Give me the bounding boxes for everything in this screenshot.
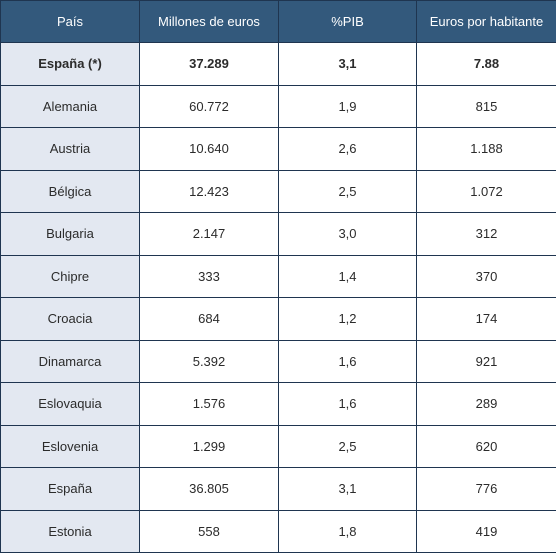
value-cell: 1,8 (278, 509, 417, 553)
country-cell: Chipre (0, 254, 140, 298)
table-row: Croacia 684 1,2 174 (0, 297, 556, 341)
table-row: Dinamarca 5.392 1,6 921 (0, 339, 556, 383)
value-cell: 1,4 (278, 254, 417, 298)
table-row: Austria 10.640 2,6 1.188 (0, 127, 556, 171)
header-cell: Millones de euros (139, 0, 279, 43)
country-cell: Bélgica (0, 169, 140, 213)
header-cell: Euros por habitante (416, 0, 556, 43)
value-cell: 37.289 (139, 42, 279, 86)
country-cell: Croacia (0, 297, 140, 341)
country-cell: Estonia (0, 509, 140, 553)
value-cell: 370 (416, 254, 556, 298)
value-cell: 921 (416, 339, 556, 383)
value-cell: 7.88 (416, 42, 556, 86)
country-cell: España (*) (0, 42, 140, 86)
table-row: Bélgica 12.423 2,5 1.072 (0, 169, 556, 213)
value-cell: 1.072 (416, 169, 556, 213)
value-cell: 2,6 (278, 127, 417, 171)
value-cell: 815 (416, 84, 556, 128)
country-cell: Austria (0, 127, 140, 171)
value-cell: 36.805 (139, 467, 279, 511)
country-cell: Eslovaquia (0, 382, 140, 426)
value-cell: 12.423 (139, 169, 279, 213)
value-cell: 1.299 (139, 424, 279, 468)
value-cell: 684 (139, 297, 279, 341)
value-cell: 1,9 (278, 84, 417, 128)
value-cell: 1.576 (139, 382, 279, 426)
value-cell: 1.188 (416, 127, 556, 171)
value-cell: 419 (416, 509, 556, 553)
table-body: España (*) 37.289 3,1 7.88 Alemania 60.772 1,9… (0, 42, 556, 553)
value-cell: 289 (416, 382, 556, 426)
value-cell: 2,5 (278, 424, 417, 468)
country-cell: Alemania (0, 84, 140, 128)
table-row: Alemania 60.772 1,9 815 (0, 84, 556, 128)
value-cell: 60.772 (139, 84, 279, 128)
table-row: Bulgaria 2.147 3,0 312 (0, 212, 556, 256)
value-cell: 2,5 (278, 169, 417, 213)
value-cell: 312 (416, 212, 556, 256)
header-row: País Millones de euros %PIB Euros por habit… (0, 0, 556, 43)
country-cell: Bulgaria (0, 212, 140, 256)
value-cell: 620 (416, 424, 556, 468)
value-cell: 333 (139, 254, 279, 298)
value-cell: 3,0 (278, 212, 417, 256)
value-cell: 558 (139, 509, 279, 553)
country-cell: Eslovenia (0, 424, 140, 468)
country-cell: España (0, 467, 140, 511)
value-cell: 5.392 (139, 339, 279, 383)
table-row: Chipre 333 1,4 370 (0, 254, 556, 298)
table-row: Eslovaquia 1.576 1,6 289 (0, 382, 556, 426)
value-cell: 776 (416, 467, 556, 511)
country-cell: Dinamarca (0, 339, 140, 383)
table-row: España 36.805 3,1 776 (0, 467, 556, 511)
value-cell: 3,1 (278, 467, 417, 511)
value-cell: 1,6 (278, 382, 417, 426)
value-cell: 1,2 (278, 297, 417, 341)
value-cell: 174 (416, 297, 556, 341)
header-cell: %PIB (278, 0, 417, 43)
table-row: Estonia 558 1,8 419 (0, 509, 556, 553)
value-cell: 2.147 (139, 212, 279, 256)
table-row: España (*) 37.289 3,1 7.88 (0, 42, 556, 86)
value-cell: 10.640 (139, 127, 279, 171)
table-row: Eslovenia 1.299 2,5 620 (0, 424, 556, 468)
header-cell: País (0, 0, 140, 43)
table-header: País Millones de euros %PIB Euros por habit… (0, 0, 556, 43)
value-cell: 1,6 (278, 339, 417, 383)
value-cell: 3,1 (278, 42, 417, 86)
